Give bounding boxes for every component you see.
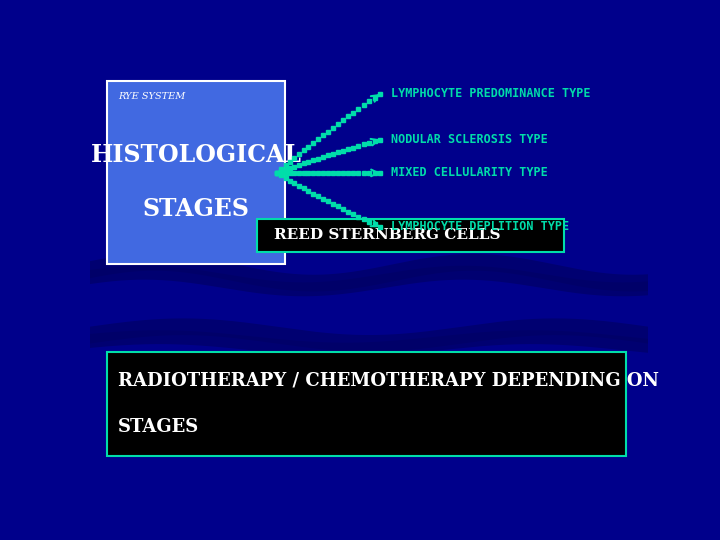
Text: HISTOLOGICAL: HISTOLOGICAL xyxy=(91,143,302,167)
Text: NODULAR SCLEROSIS TYPE: NODULAR SCLEROSIS TYPE xyxy=(392,133,548,146)
FancyBboxPatch shape xyxy=(107,352,626,456)
FancyBboxPatch shape xyxy=(107,82,285,265)
Text: RYE SYSTEM: RYE SYSTEM xyxy=(118,92,185,101)
FancyBboxPatch shape xyxy=(258,219,564,252)
Text: STAGES: STAGES xyxy=(118,417,199,436)
Text: MIXED CELLULARITY TYPE: MIXED CELLULARITY TYPE xyxy=(392,166,548,179)
Text: STAGES: STAGES xyxy=(143,198,249,221)
Text: LYMPHOCYTE PREDOMINANCE TYPE: LYMPHOCYTE PREDOMINANCE TYPE xyxy=(392,87,591,100)
Text: REED STERNBERG CELLS: REED STERNBERG CELLS xyxy=(274,228,500,242)
Text: LYMPHOCYTE DEPLITION TYPE: LYMPHOCYTE DEPLITION TYPE xyxy=(392,220,570,233)
Text: RADIOTHERAPY / CHEMOTHERAPY DEPENDING ON: RADIOTHERAPY / CHEMOTHERAPY DEPENDING ON xyxy=(118,372,659,390)
